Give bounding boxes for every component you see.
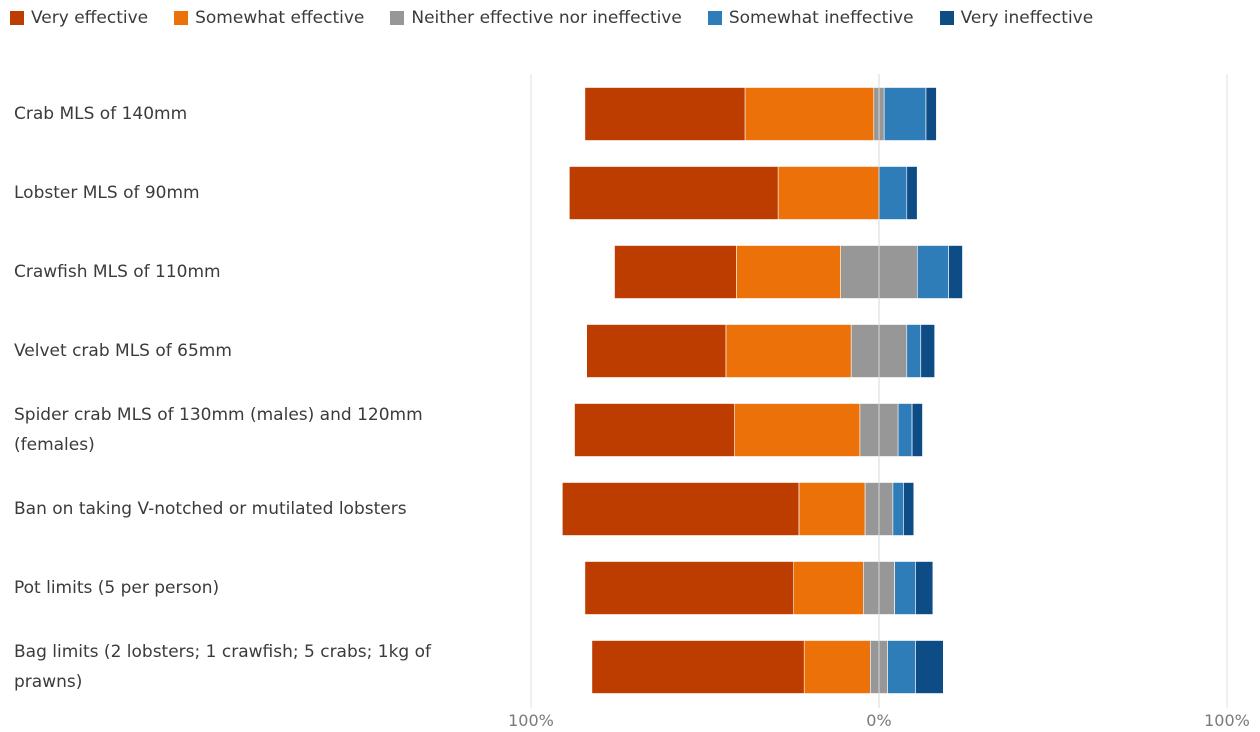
category-label-text: Pot limits (5 per person) bbox=[14, 578, 220, 598]
bar-segment bbox=[892, 482, 904, 536]
bar-segment bbox=[883, 87, 927, 141]
bar-segment bbox=[803, 640, 871, 694]
category-label: Lobster MLS of 90mm bbox=[14, 163, 464, 223]
legend-label: Very ineffective bbox=[960, 8, 1094, 28]
bar-segment bbox=[777, 166, 880, 220]
legend-item: Neither effective nor ineffective bbox=[390, 8, 682, 28]
bar-segment bbox=[725, 324, 852, 378]
category-label: Pot limits (5 per person) bbox=[14, 558, 464, 618]
legend: Very effective Somewhat effective Neither … bbox=[10, 5, 1119, 31]
bar-segment bbox=[897, 403, 913, 457]
legend-label: Somewhat ineffective bbox=[728, 8, 914, 28]
legend-swatch bbox=[174, 11, 189, 25]
x-tick-label: 100% bbox=[508, 711, 554, 730]
bar-segment bbox=[878, 166, 908, 220]
legend-label: Somewhat effective bbox=[195, 8, 365, 28]
legend-item: Somewhat effective bbox=[174, 8, 364, 28]
legend-swatch bbox=[10, 11, 24, 25]
bar-segment bbox=[903, 482, 915, 536]
category-label: Velvet crab MLS of 65mm bbox=[14, 321, 464, 381]
bar-segment bbox=[948, 245, 963, 299]
x-tick-label: 100% bbox=[1204, 711, 1250, 730]
bar-segment bbox=[906, 166, 918, 220]
legend-swatch bbox=[707, 11, 722, 25]
bar-segment bbox=[925, 87, 937, 141]
category-label-text: Velvet crab MLS of 65mm bbox=[14, 341, 232, 361]
bar-segment bbox=[735, 245, 841, 299]
bar-segment bbox=[591, 640, 805, 694]
x-tick-label: 0% bbox=[866, 711, 891, 730]
category-label-text: Ban on taking V-notched or mutilated lob… bbox=[14, 499, 407, 519]
category-label-text: Crawfish MLS of 110mm bbox=[14, 262, 221, 282]
bar-segment bbox=[744, 87, 875, 141]
bar-segment bbox=[586, 324, 727, 378]
bar-segment bbox=[920, 324, 935, 378]
bar-segment bbox=[561, 482, 800, 536]
category-label: Bag limits (2 lobsters; 1 crawfish; 5 cr… bbox=[14, 637, 464, 697]
legend-item: Very effective bbox=[10, 8, 148, 28]
category-label: Crawfish MLS of 110mm bbox=[14, 242, 464, 302]
bar-segment bbox=[915, 640, 944, 694]
bar-segment bbox=[906, 324, 921, 378]
bar-segment bbox=[887, 640, 916, 694]
bar-segment bbox=[911, 403, 923, 457]
bar-segment bbox=[614, 245, 737, 299]
category-label-text: Lobster MLS of 90mm bbox=[14, 183, 200, 203]
legend-label: Very effective bbox=[31, 8, 149, 28]
category-label: Spider crab MLS of 130mm (males) and 120… bbox=[14, 400, 464, 460]
bar-segment bbox=[793, 561, 864, 615]
category-label-text: Spider crab MLS of 130mm (males) and 120… bbox=[14, 405, 423, 455]
legend-swatch bbox=[390, 11, 405, 25]
bar-segment bbox=[916, 245, 949, 299]
category-label: Ban on taking V-notched or mutilated lob… bbox=[14, 479, 464, 539]
legend-item: Somewhat ineffective bbox=[707, 8, 914, 28]
bar-segment bbox=[894, 561, 916, 615]
legend-swatch bbox=[939, 11, 954, 25]
bar-segment bbox=[734, 403, 861, 457]
legend-item: Very ineffective bbox=[939, 8, 1094, 28]
bar-segment bbox=[584, 561, 795, 615]
category-label-text: Bag limits (2 lobsters; 1 crawfish; 5 cr… bbox=[14, 642, 431, 692]
category-label: Crab MLS of 140mm bbox=[14, 84, 464, 144]
bar-segment bbox=[584, 87, 746, 141]
legend-label: Neither effective nor ineffective bbox=[411, 8, 682, 28]
bar-segment bbox=[568, 166, 779, 220]
bar-segment bbox=[798, 482, 866, 536]
category-label-text: Crab MLS of 140mm bbox=[14, 104, 188, 124]
bar-segment bbox=[574, 403, 735, 457]
bar-segment bbox=[915, 561, 934, 615]
